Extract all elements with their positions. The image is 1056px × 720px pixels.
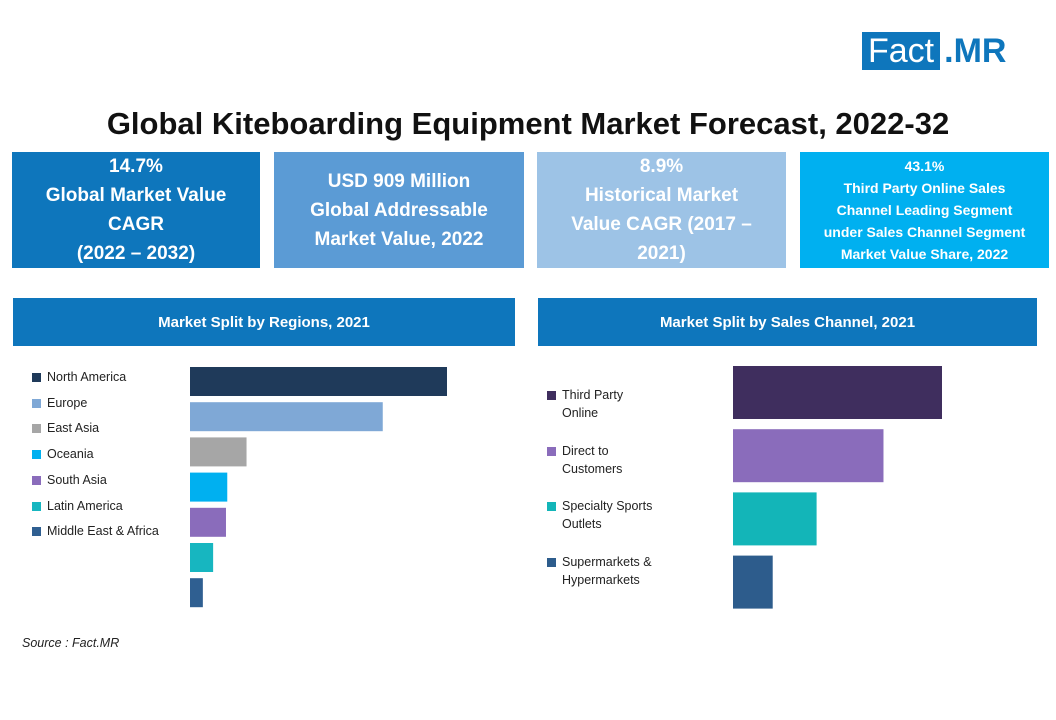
factmr-logo: Fact .MR: [862, 32, 1006, 70]
bar-direct-to-customers: [733, 429, 884, 483]
legend-item-europe: Europe: [32, 394, 87, 412]
kpi-text: 14.7% Global Market Value CAGR (2022 – 2…: [45, 156, 227, 264]
legend-item-east-asia: East Asia: [32, 419, 99, 437]
kpi-text: 8.9% Historical Market Value CAGR (2017 …: [571, 156, 752, 264]
bar-east-asia: [190, 437, 247, 467]
legend-swatch: [547, 446, 556, 456]
sales-channel-bar-chart: [733, 366, 942, 609]
source-note: Source : Fact.MR: [22, 636, 120, 650]
kpi-text: 43.1% Third Party Online Sales Channel L…: [823, 158, 1026, 262]
logo-mr-text: .MR: [944, 32, 1007, 70]
legend-label: Oceania: [47, 447, 94, 462]
legend-item-oceania: Oceania: [32, 445, 94, 463]
legend-item-third-party-online: Third Party Online: [547, 386, 623, 422]
legend-swatch: [32, 450, 41, 460]
legend-label: South Asia: [47, 472, 107, 487]
legend-label: East Asia: [47, 421, 100, 436]
kpi-card-market-cagr: 14.7% Global Market Value CAGR (2022 – 2…: [12, 152, 260, 268]
kpi-card-segment-share: 43.1% Third Party Online Sales Channel L…: [800, 152, 1049, 268]
legend-label: Specialty Sports Outlets: [562, 499, 653, 531]
legend-item-middle-east-africa: Middle East & Africa: [32, 522, 159, 540]
legend-swatch: [547, 391, 556, 400]
kpi-text: USD 909 Million Global Addressable Marke…: [310, 170, 488, 250]
bar-specialty-sports-outlets: [733, 492, 817, 546]
bar-south-asia: [190, 507, 226, 537]
legend-item-specialty-sports-outlets: Specialty Sports Outlets: [547, 497, 652, 533]
legend-swatch: [547, 557, 556, 567]
regions-chart-header: Market Split by Regions, 2021: [13, 298, 515, 346]
legend-swatch: [32, 501, 41, 511]
legend-label: North America: [47, 370, 127, 384]
legend-swatch: [547, 502, 556, 511]
legend-swatch: [32, 475, 41, 485]
bar-latin-america: [190, 543, 214, 572]
sales-channel-chart-title: Market Split by Sales Channel, 2021: [659, 313, 916, 331]
legend-label: Middle East & Africa: [47, 524, 159, 539]
legend-label: Direct to Customers: [562, 443, 623, 476]
legend-swatch: [32, 373, 41, 382]
bar-oceania: [190, 472, 228, 502]
legend-swatch: [32, 527, 41, 537]
legend-label: Supermarkets & Hypermarkets: [562, 554, 652, 587]
bar-middle-east-africa: [190, 578, 203, 608]
kpi-card-historical-cagr: 8.9% Historical Market Value CAGR (2017 …: [537, 152, 786, 268]
legend-label: Latin America: [47, 498, 123, 513]
legend-swatch: [32, 398, 41, 408]
regions-chart-title: Market Split by Regions, 2021: [158, 313, 370, 331]
legend-item-north-america: North America: [32, 368, 126, 386]
logo-fact-text: Fact: [862, 32, 941, 70]
legend-item-supermarkets-hypermarkets: Supermarkets & Hypermarkets: [547, 553, 652, 589]
page-title: Global Kiteboarding Equipment Market For…: [106, 106, 950, 141]
regions-bar-chart: [190, 367, 447, 608]
legend-item-south-asia: South Asia: [32, 471, 107, 489]
bar-supermarkets-hypermarkets: [733, 555, 773, 609]
legend-item-direct-to-customers: Direct to Customers: [547, 442, 622, 478]
legend-label: Third Party Online: [562, 388, 624, 420]
bar-third-party-online: [733, 366, 942, 419]
legend-label: Europe: [47, 395, 88, 410]
legend-item-latin-america: Latin America: [32, 497, 123, 515]
legend-swatch: [32, 424, 41, 434]
bar-north-america: [190, 367, 447, 396]
sales-channel-chart-header: Market Split by Sales Channel, 2021: [538, 298, 1037, 346]
bar-europe: [190, 402, 383, 432]
kpi-card-market-value: USD 909 Million Global Addressable Marke…: [274, 152, 524, 268]
